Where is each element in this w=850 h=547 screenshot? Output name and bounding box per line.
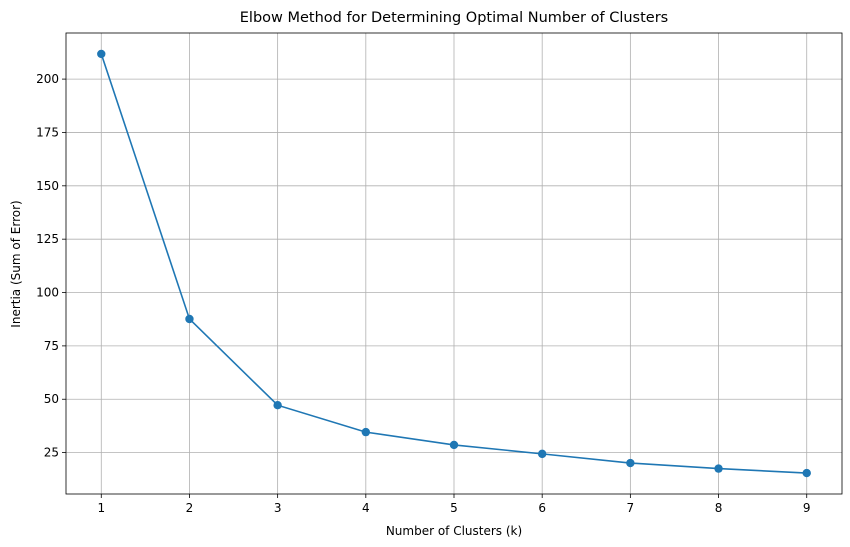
y-tick-label: 125 (36, 232, 59, 246)
y-tick-label: 150 (36, 179, 59, 193)
x-axis-label: Number of Clusters (k) (386, 524, 522, 538)
data-point (537, 449, 547, 459)
x-tick-label: 2 (186, 501, 194, 515)
data-point (626, 458, 635, 468)
data-point (185, 314, 194, 324)
x-tick-label: 7 (627, 501, 635, 515)
chart-title: Elbow Method for Determining Optimal Num… (240, 10, 669, 26)
y-axis-label: Inertia (Sum of Error) (9, 200, 23, 327)
data-point (714, 464, 723, 473)
y-tick-label: 200 (36, 72, 59, 86)
x-tick-label: 1 (97, 501, 105, 515)
x-tick-label: 4 (362, 501, 370, 515)
data-point (449, 440, 459, 450)
data-point (273, 401, 282, 410)
data-point (97, 49, 106, 59)
y-tick-label: 100 (36, 286, 59, 300)
x-tick-label: 9 (803, 501, 811, 515)
y-tick-label: 25 (44, 446, 59, 460)
y-tick-label: 75 (44, 339, 59, 353)
axis-ticks: 1 2 3 4 5 6 7 8 9 25 50 75 100 125 150 175 200 (36, 72, 810, 515)
data-point (361, 427, 371, 437)
y-tick-label: 50 (44, 392, 59, 406)
y-tick-label: 175 (36, 125, 59, 139)
x-tick-label: 8 (715, 501, 723, 515)
x-tick-label: 6 (538, 501, 546, 515)
data-series (97, 49, 811, 478)
grid-lines (66, 33, 842, 494)
x-tick-label: 3 (274, 501, 282, 515)
x-tick-label: 5 (450, 501, 458, 515)
data-point (802, 468, 811, 478)
